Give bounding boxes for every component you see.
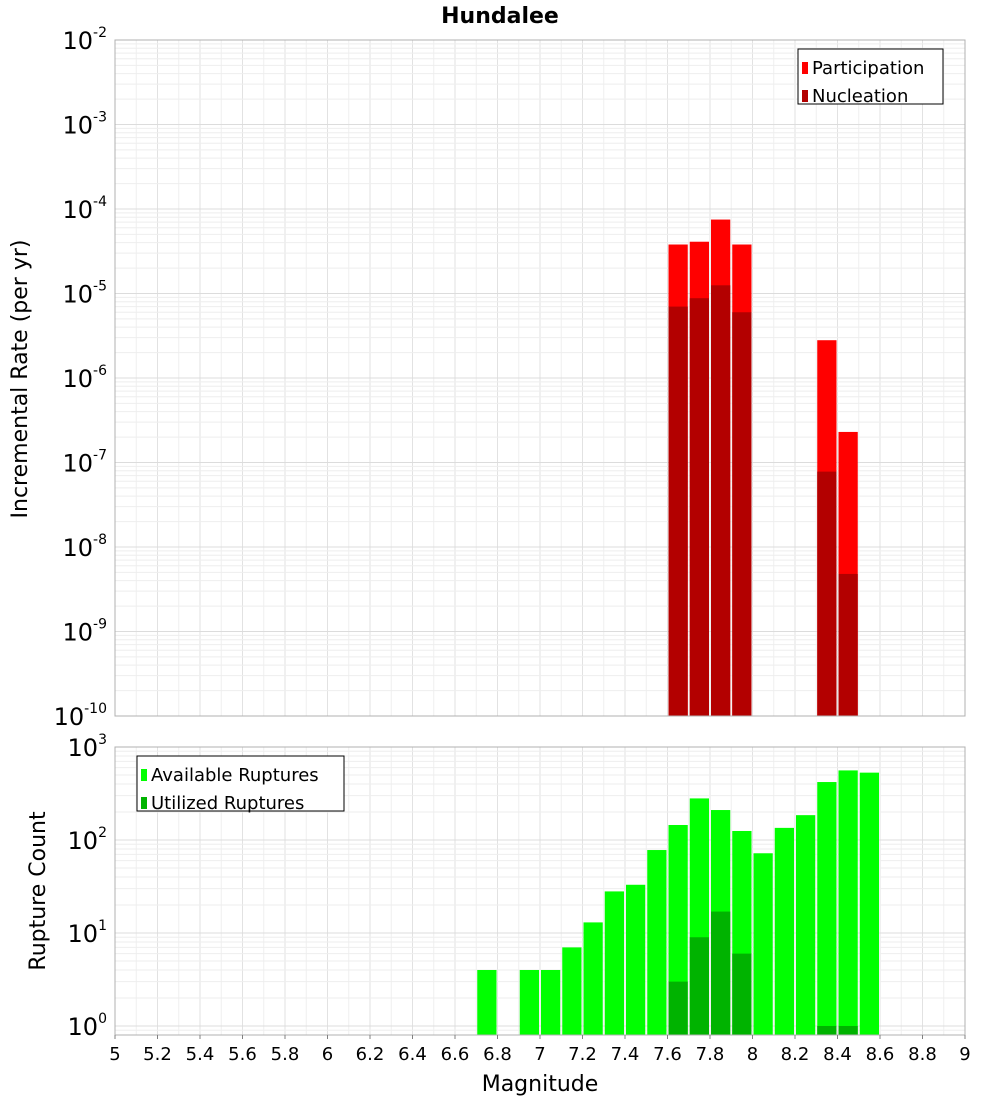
x-tick-label: 8 (747, 1044, 758, 1065)
chart-title: Hundalee (441, 4, 559, 29)
x-tick-label: 5.6 (228, 1044, 257, 1065)
bottom-legend-box (136, 755, 345, 812)
top-y-tick-label: 10-10 (54, 701, 107, 731)
x-tick-label: 8.8 (908, 1044, 937, 1065)
top-bar-nucleation (838, 573, 858, 716)
bottom-bar-available-ruptures (774, 827, 794, 1035)
bottom-bar-available-ruptures (541, 969, 561, 1035)
top-y-tick-label: 10-9 (62, 617, 107, 647)
top-bar-nucleation (817, 471, 837, 716)
top-legend-label: Participation (812, 58, 924, 79)
top-bar-nucleation (668, 306, 688, 716)
top-y-tick-label: 10-8 (62, 532, 107, 562)
bottom-legend-swatch (141, 769, 147, 781)
bottom-bar-available-ruptures (519, 969, 539, 1035)
top-y-tick-label: 10-6 (62, 363, 107, 393)
bottom-y-tick-label: 102 (68, 825, 107, 855)
bottom-legend: Available Ruptures Utilized Ruptures (136, 755, 345, 814)
x-axis-label: Magnitude (482, 1072, 599, 1097)
bottom-bar-available-ruptures (753, 853, 773, 1035)
plot-top-panel: 10-10 10-9 10-8 10-7 10-6 10-5 10-4 10-3 10-2 Par… (54, 25, 966, 731)
bottom-bar-available-ruptures (817, 782, 837, 1035)
x-tick-label: 6.8 (483, 1044, 512, 1065)
x-tick-label: 7.6 (653, 1044, 682, 1065)
bottom-y-tick-label: 100 (68, 1011, 107, 1041)
y-axis-label-top: Incremental Rate (per yr) (8, 240, 33, 519)
x-tick-label: 5.2 (143, 1044, 172, 1065)
bottom-bar-available-ruptures (604, 891, 624, 1035)
top-bar-nucleation (732, 312, 752, 716)
x-tick-label: 5 (109, 1044, 120, 1065)
x-tick-label: 7.8 (696, 1044, 725, 1065)
bottom-legend-swatch (141, 797, 147, 809)
top-legend-label: Nucleation (812, 86, 908, 107)
top-bar-nucleation (711, 285, 731, 716)
bottom-bar-available-ruptures (859, 772, 879, 1035)
x-tick-label: 8.2 (781, 1044, 810, 1065)
y-axis-label-bottom: Rupture Count (26, 811, 51, 971)
x-tick-label: 6.2 (356, 1044, 385, 1065)
x-tick-label: 5.8 (271, 1044, 300, 1065)
top-y-tick-label: 10-5 (62, 279, 107, 309)
top-y-tick-label: 10-7 (62, 448, 107, 478)
x-tick-label: 8.6 (866, 1044, 895, 1065)
x-tick-label: 9 (959, 1044, 970, 1065)
x-tick-label: 6.4 (398, 1044, 427, 1065)
top-y-tick-label: 10-2 (62, 25, 107, 55)
bottom-y-tick-label: 103 (68, 732, 107, 762)
top-y-tick-label: 10-4 (62, 194, 107, 224)
bottom-bar-available-ruptures (796, 815, 816, 1035)
top-legend-swatch (802, 62, 808, 74)
bottom-bar-available-ruptures (647, 850, 667, 1035)
bottom-bar-utilized-ruptures (732, 953, 752, 1035)
bottom-bar-utilized-ruptures (838, 1025, 858, 1035)
top-legend: Participation Nucleation (797, 48, 944, 107)
x-tick-label: 7.2 (568, 1044, 597, 1065)
x-tick-label: 8.4 (823, 1044, 852, 1065)
x-tick-label: 7.4 (611, 1044, 640, 1065)
plot-bottom-panel: 100 101 102 103 5 5.2 5.4 5.6 5.8 6 6.2 6.4 6.6 6.8 7 7… (68, 732, 971, 1065)
x-tick-label: 6.6 (441, 1044, 470, 1065)
top-y-tick-label: 10-3 (62, 110, 107, 140)
bottom-bar-available-ruptures (583, 922, 603, 1035)
bottom-legend-label: Available Ruptures (151, 765, 319, 786)
bottom-bar-utilized-ruptures (689, 937, 709, 1035)
x-tick-label: 7 (534, 1044, 545, 1065)
top-legend-swatch (802, 90, 808, 102)
bottom-bar-utilized-ruptures (817, 1025, 837, 1035)
bottom-bar-utilized-ruptures (668, 981, 688, 1035)
top-bar-nucleation (689, 298, 709, 716)
x-tick-label: 6 (322, 1044, 333, 1065)
bottom-y-tick-label: 101 (68, 918, 107, 948)
bottom-bar-available-ruptures (626, 884, 646, 1035)
x-tick-label: 5.4 (186, 1044, 215, 1065)
top-plot-frame (114, 39, 966, 717)
bottom-bar-available-ruptures (562, 947, 582, 1035)
bottom-legend-label: Utilized Ruptures (151, 793, 304, 814)
top-legend-box (797, 48, 944, 105)
bottom-bar-utilized-ruptures (711, 911, 731, 1035)
bottom-bar-available-ruptures (477, 969, 497, 1035)
bottom-bar-available-ruptures (838, 770, 858, 1035)
